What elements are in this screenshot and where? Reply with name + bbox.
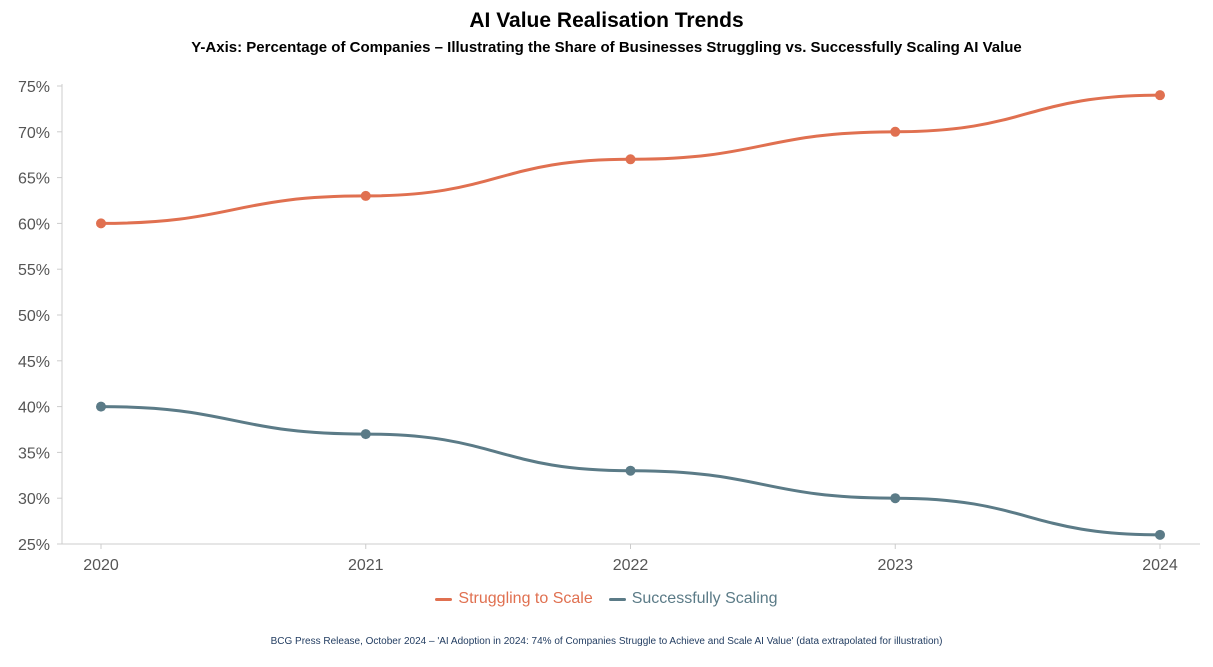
legend-label-successful: Successfully Scaling <box>631 590 778 607</box>
chart-subtitle: Y-Axis: Percentage of Companies – Illust… <box>191 39 1022 56</box>
legend-swatch-successful <box>608 597 626 601</box>
legend-label-struggling: Struggling to Scale <box>458 590 593 607</box>
y-tick-label: 35% <box>18 445 50 462</box>
data-point-struggling-2024[interactable] <box>1155 90 1165 101</box>
data-point-successful-2023[interactable] <box>890 493 901 504</box>
source-note: BCG Press Release, October 2024 – 'AI Ad… <box>270 636 943 647</box>
data-point-struggling-2021[interactable] <box>360 190 371 201</box>
y-tick-label: 45% <box>18 354 50 371</box>
x-tick-label: 2024 <box>1142 557 1178 574</box>
y-tick-label: 55% <box>18 262 50 279</box>
x-tick-label: 2020 <box>83 557 119 574</box>
data-point-struggling-2022[interactable] <box>625 154 636 165</box>
x-tick-label: 2021 <box>348 557 384 574</box>
y-tick-label: 30% <box>18 491 50 508</box>
data-point-successful-2021[interactable] <box>360 429 371 440</box>
x-tick-label: 2022 <box>613 557 649 574</box>
chart-legend: Struggling to Scale Successfully Scaling <box>0 590 1213 608</box>
y-tick-label: 50% <box>18 308 50 325</box>
y-tick-label: 40% <box>18 400 50 417</box>
legend-item-struggling[interactable]: Struggling to Scale <box>435 590 593 608</box>
data-point-successful-2024[interactable] <box>1155 529 1165 540</box>
y-tick-label: 75% <box>18 79 50 96</box>
data-point-successful-2020[interactable] <box>96 401 106 412</box>
x-tick-label: 2023 <box>877 557 913 574</box>
y-tick-label: 25% <box>18 537 50 554</box>
legend-swatch-struggling <box>435 597 453 601</box>
y-tick-label: 65% <box>18 171 50 188</box>
data-point-successful-2022[interactable] <box>625 465 636 476</box>
data-point-struggling-2020[interactable] <box>96 218 106 229</box>
data-point-struggling-2023[interactable] <box>890 126 901 137</box>
chart-title: AI Value Realisation Trends <box>469 9 744 32</box>
y-tick-label: 70% <box>18 125 50 142</box>
legend-item-successful[interactable]: Successfully Scaling <box>608 590 778 608</box>
y-tick-label: 60% <box>18 216 50 233</box>
